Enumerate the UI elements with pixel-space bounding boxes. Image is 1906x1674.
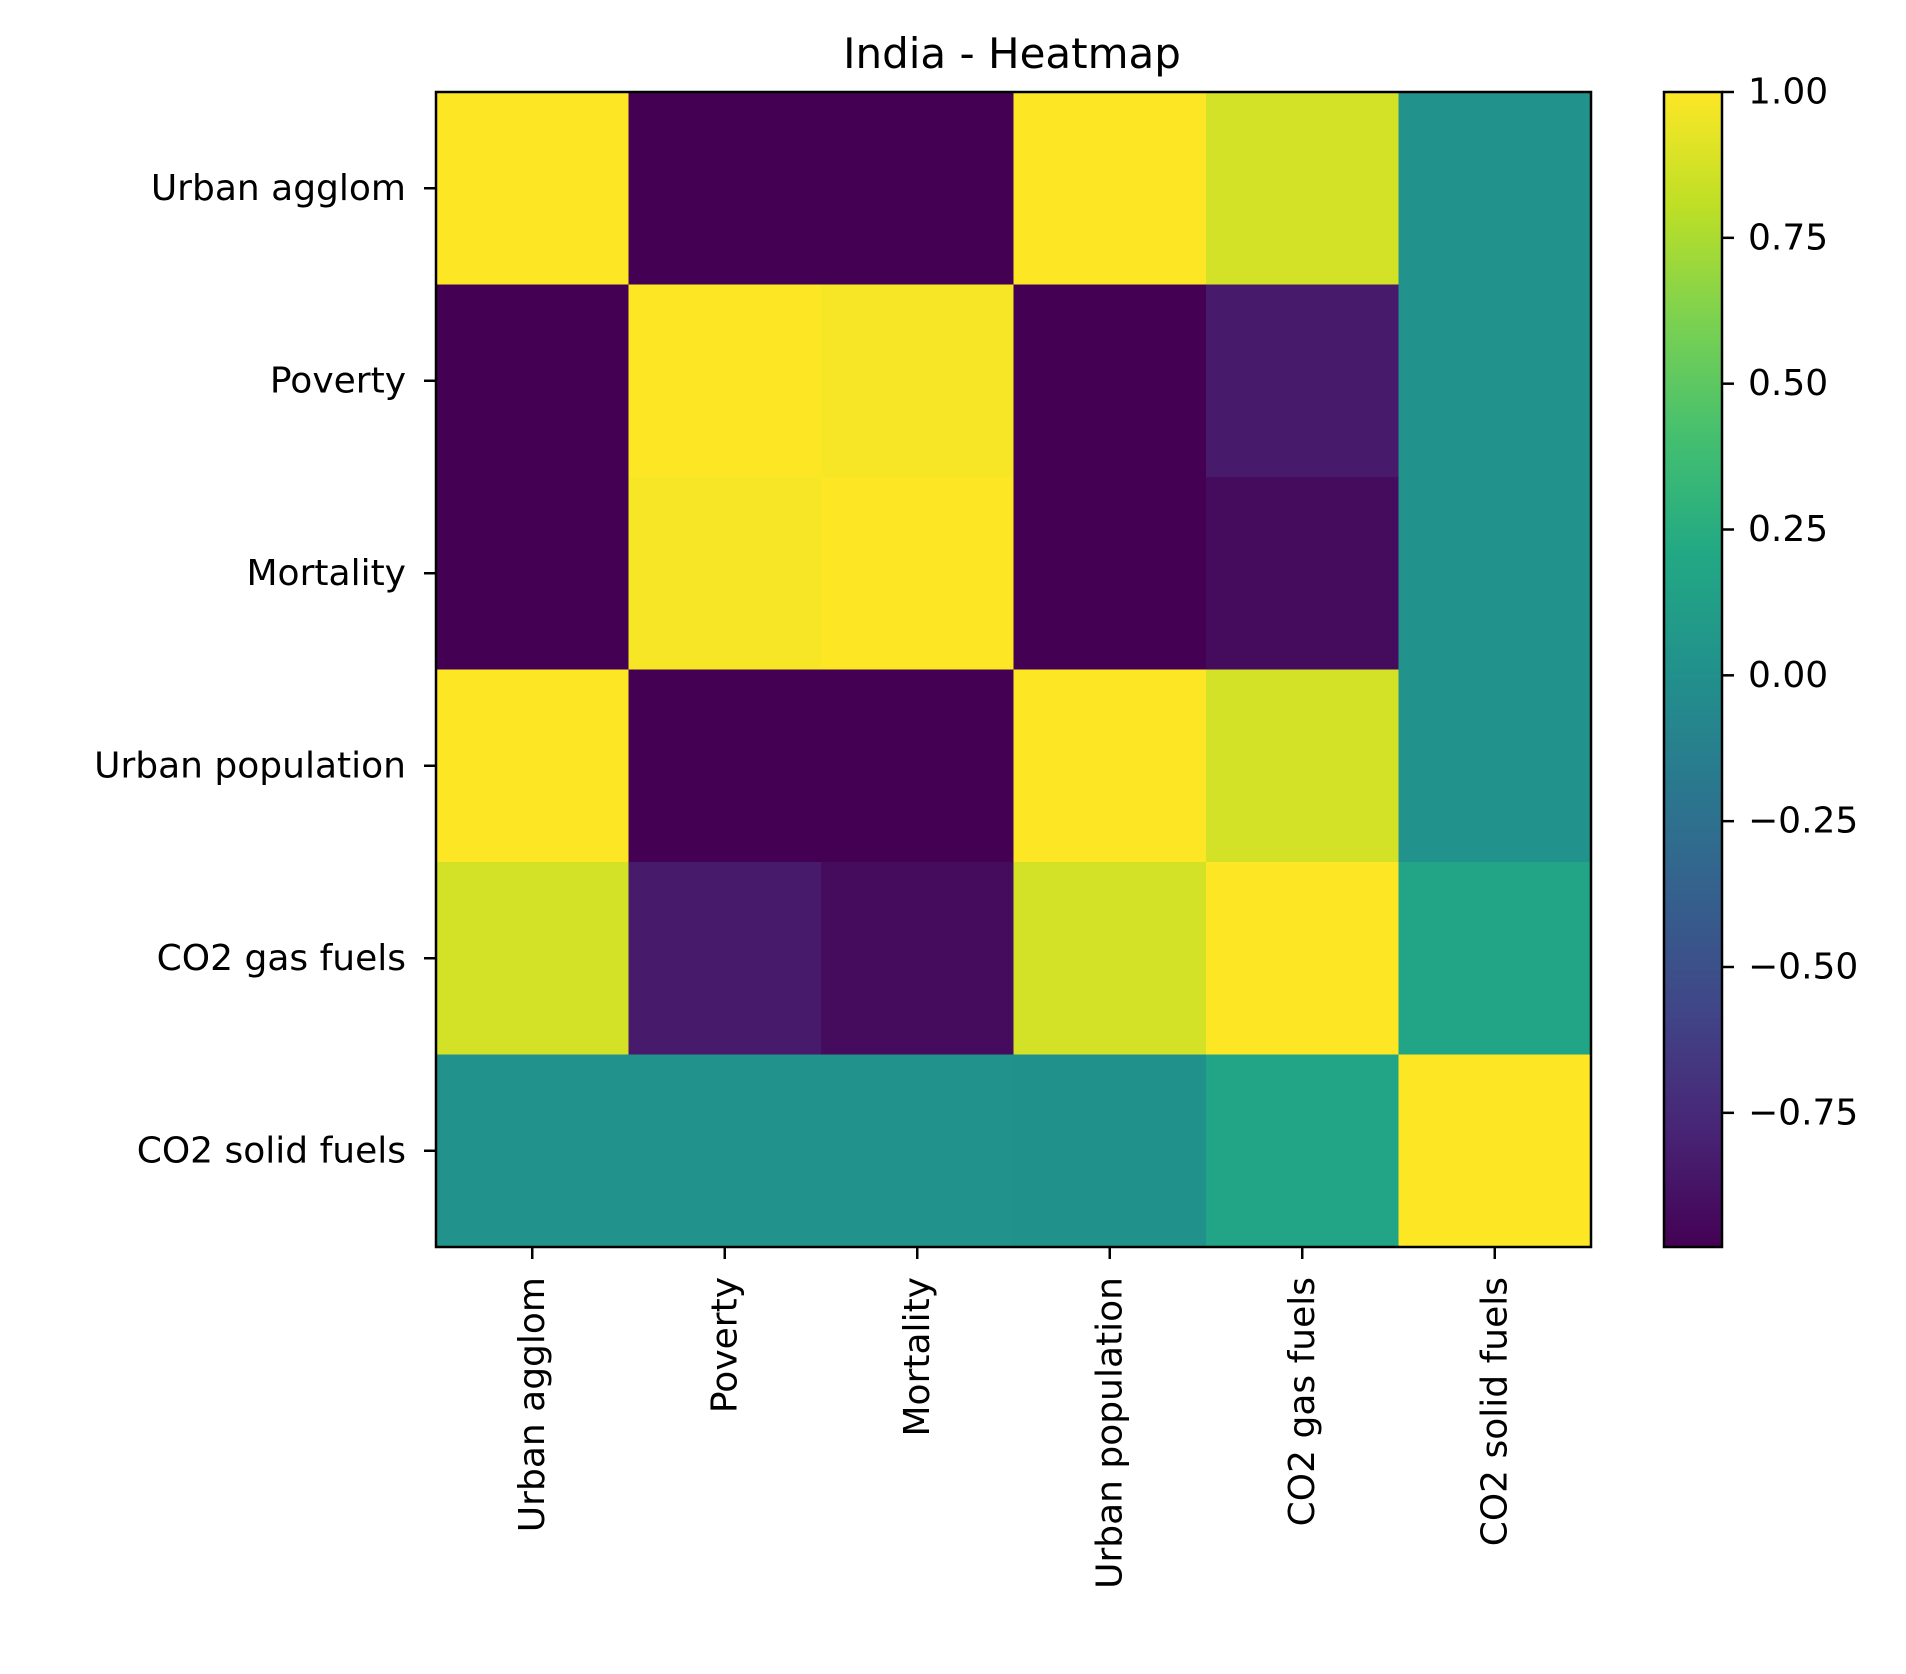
colorbar-gradient	[1664, 92, 1722, 1247]
heatmap-cell-r0-c4	[1206, 92, 1400, 286]
heatmap-cell-r4-c3	[1013, 862, 1207, 1056]
heatmap-cell-r0-c1	[628, 92, 822, 286]
x-tick-label: Urban agglom	[512, 1277, 553, 1532]
colorbar: 1.00 0.75 0.50 0.25 0.00 −0.25 −0.50 −0.75	[1662, 72, 1858, 1249]
heatmap-cell-r1-c5	[1398, 284, 1592, 478]
heatmap-cell-r5-c5	[1398, 1054, 1592, 1248]
heatmap-cell-r3-c5	[1398, 669, 1592, 863]
heatmap-cell-r0-c0	[436, 92, 630, 286]
heatmap-cell-r4-c0	[436, 862, 630, 1056]
heatmap-cell-r5-c4	[1206, 1054, 1400, 1248]
colorbar-tick-label: −0.50	[1748, 947, 1858, 988]
heatmap-cell-r3-c2	[821, 669, 1015, 863]
y-tick-label: CO2 gas fuels	[157, 938, 406, 979]
heatmap-cell-r2-c1	[628, 477, 822, 671]
x-tick-label: Mortality	[897, 1277, 938, 1437]
heatmap-cell-r5-c3	[1013, 1054, 1207, 1248]
y-tick-label: Urban population	[94, 745, 406, 786]
x-tick-label: CO2 solid fuels	[1474, 1277, 1515, 1546]
y-tick-label: CO2 solid fuels	[137, 1130, 406, 1171]
heatmap-cell-r2-c0	[436, 477, 630, 671]
heatmap-cell-r3-c4	[1206, 669, 1400, 863]
colorbar-tick-label: 1.00	[1748, 72, 1828, 113]
heatmap-cell-r5-c2	[821, 1054, 1015, 1248]
plot-frame	[434, 90, 1593, 1249]
colorbar-tick-label: 0.00	[1748, 655, 1828, 696]
heatmap-cell-r0-c5	[1398, 92, 1592, 286]
colorbar-tick-label: 0.75	[1748, 217, 1828, 258]
heatmap-cell-r2-c3	[1013, 477, 1207, 671]
heatmap-cell-r4-c5	[1398, 862, 1592, 1056]
heatmap-cell-r2-c5	[1398, 477, 1592, 671]
heatmap-cell-r3-c0	[436, 669, 630, 863]
heatmap-cell-r1-c1	[628, 284, 822, 478]
x-axis: Urban agglom Poverty Mortality Urban popula…	[512, 1247, 1515, 1589]
colorbar-tick-label: 0.25	[1748, 509, 1828, 550]
y-tick-label: Mortality	[247, 553, 407, 594]
colorbar-tick-label: −0.75	[1748, 1092, 1858, 1133]
heatmap-cell-r1-c4	[1206, 284, 1400, 478]
colorbar-tick-label: 0.50	[1748, 363, 1828, 404]
heatmap-cell-r2-c2	[821, 477, 1015, 671]
y-tick-label: Poverty	[270, 360, 406, 401]
x-tick-label: Poverty	[704, 1277, 745, 1413]
heatmap-cell-r2-c4	[1206, 477, 1400, 671]
colorbar-tick-label: −0.25	[1748, 801, 1858, 842]
heatmap-cell-r5-c1	[628, 1054, 822, 1248]
heatmap-cell-r3-c3	[1013, 669, 1207, 863]
heatmap-cell-r0-c2	[821, 92, 1015, 286]
heatmap-cell-r0-c3	[1013, 92, 1207, 286]
heatmap-cell-r4-c4	[1206, 862, 1400, 1056]
chart-title: India - Heatmap	[843, 29, 1181, 78]
colorbar-frame	[1662, 90, 1724, 1249]
x-tick-label: Urban population	[1089, 1277, 1130, 1589]
heatmap-cell-r1-c3	[1013, 284, 1207, 478]
y-axis: Urban agglom Poverty Mortality Urban popula…	[94, 168, 436, 1171]
heatmap-cell-r4-c1	[628, 862, 822, 1056]
heatmap-cell-r1-c2	[821, 284, 1015, 478]
y-tick-label: Urban agglom	[151, 168, 406, 209]
heatmap-cell-r4-c2	[821, 862, 1015, 1056]
heatmap-cell-r3-c1	[628, 669, 822, 863]
heatmap-cell-r5-c0	[436, 1054, 630, 1248]
heatmap-cell-r1-c0	[436, 284, 630, 478]
heatmap-cells	[436, 92, 1592, 1248]
x-tick-label: CO2 gas fuels	[1282, 1277, 1323, 1526]
